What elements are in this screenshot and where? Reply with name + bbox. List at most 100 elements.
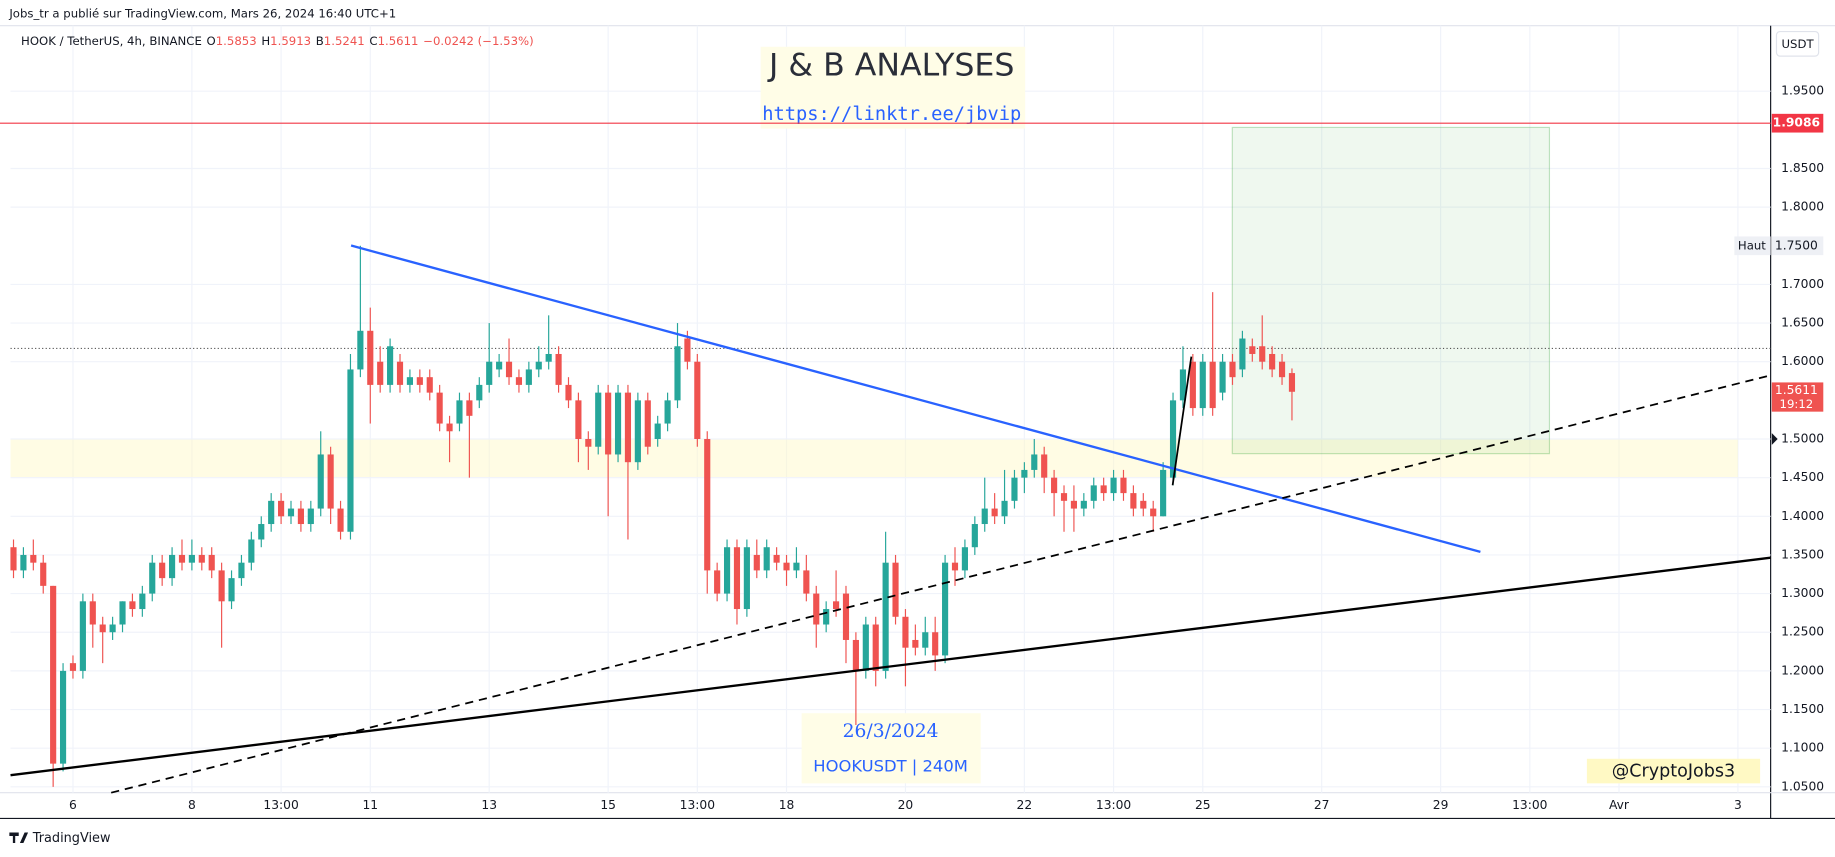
candle-body <box>387 346 394 385</box>
ascending-trendline <box>10 556 1771 777</box>
x-tick-label: 27 <box>1314 798 1330 812</box>
candle-body <box>436 392 443 424</box>
candle-body <box>1209 361 1216 409</box>
y-tick-label: 1.1500 <box>1781 702 1824 716</box>
candle-body <box>1179 369 1187 401</box>
candle-body <box>991 508 998 517</box>
publisher-line: Jobs_tr a publié sur TradingView.com, Ma… <box>8 7 396 21</box>
legend-value: 1.5853 <box>216 33 257 47</box>
candle-body <box>1169 400 1177 478</box>
candle-body <box>833 601 840 610</box>
unit-button[interactable] <box>1775 30 1820 57</box>
candle-body <box>1100 485 1107 494</box>
price-tag-label: 1.9086 <box>1773 116 1820 130</box>
x-tick-label: 13:00 <box>1096 798 1131 812</box>
candle-body <box>862 624 869 671</box>
candle-body <box>347 369 354 532</box>
grid <box>10 25 1771 793</box>
watermark-ticker: HOOKUSDT | 240M <box>813 756 968 775</box>
x-tick-label: 6 <box>69 798 77 812</box>
candle-body <box>59 670 67 764</box>
candle-body <box>456 400 463 424</box>
candle-body <box>595 392 602 447</box>
candle-body <box>1070 500 1077 509</box>
high-label: Haut <box>1738 238 1766 252</box>
candle-body <box>1150 508 1157 517</box>
candle-body <box>634 400 641 463</box>
candle-body <box>1288 373 1296 392</box>
legend-key: B <box>316 33 324 47</box>
candle-body <box>1269 353 1276 370</box>
candle-body <box>297 508 304 525</box>
axes: 1.0500 1.1000 1.1500 1.2000 1.2500 1.3000 1.35… <box>69 84 1824 812</box>
candle-body <box>961 547 968 571</box>
candle-body <box>981 508 988 525</box>
y-tick-label: 1.7000 <box>1781 277 1824 291</box>
candle-body <box>793 562 800 571</box>
candle-body <box>664 400 671 424</box>
candle-body <box>942 562 949 656</box>
candle-body <box>624 392 632 463</box>
candle-body <box>1060 493 1068 501</box>
x-tick-label: Avr <box>1609 798 1630 812</box>
candle-body <box>684 338 691 362</box>
candle-body <box>89 601 96 625</box>
candle-body <box>30 554 37 563</box>
legend-key: O <box>207 33 216 47</box>
candle-body <box>922 632 929 648</box>
dashed-trendline <box>110 374 1771 794</box>
candle-body <box>159 562 166 579</box>
candle-body <box>268 500 275 525</box>
y-tick-label: 1.1000 <box>1781 741 1824 755</box>
candle-body <box>169 554 176 579</box>
candle-body <box>1229 361 1236 378</box>
candle-body <box>823 609 830 625</box>
candle-body <box>654 423 661 440</box>
brand: TradingView <box>32 831 111 846</box>
candle-body <box>139 593 146 610</box>
price-tag <box>1771 113 1824 133</box>
candle-body <box>882 562 889 671</box>
handle-bg <box>1586 758 1761 784</box>
candle-body <box>446 423 453 432</box>
y-tick-label: 1.2500 <box>1781 625 1824 639</box>
candle-body <box>704 439 711 571</box>
candle-body <box>466 400 473 416</box>
unit-label[interactable]: USDT <box>1781 37 1814 51</box>
watermark-handle: @CryptoJobs3 <box>1612 762 1735 782</box>
candle-body <box>1041 454 1048 478</box>
title-watermark-bg <box>760 46 1026 129</box>
candle-body <box>69 663 77 671</box>
candle-body <box>773 554 780 563</box>
candle-body <box>1120 477 1127 494</box>
candle-body <box>287 508 295 517</box>
candle-body <box>198 554 205 563</box>
candle-body <box>218 570 225 602</box>
candle-body <box>496 361 503 370</box>
candle-body <box>188 554 195 563</box>
candle-body <box>1051 477 1058 494</box>
candle-body <box>1080 500 1087 509</box>
legend-symbol: HOOK / TetherUS, 4h, BINANCE <box>21 33 202 47</box>
candle-body <box>426 377 433 393</box>
x-tick-label: 8 <box>188 798 196 812</box>
x-tick-label: 13:00 <box>1512 798 1547 812</box>
candle-body <box>803 570 810 594</box>
x-tick-label: 22 <box>1017 798 1033 812</box>
candle-body <box>694 361 701 440</box>
candle-body <box>1160 469 1167 517</box>
candle-body <box>723 547 731 594</box>
watermark-link[interactable]: https://linktr.ee/jbvip <box>762 104 1021 125</box>
y-tick-label: 1.3500 <box>1781 547 1824 561</box>
candle-body <box>1130 493 1137 509</box>
watermark-title: J & B ANALYSES <box>767 48 1014 84</box>
candle-body <box>129 601 136 610</box>
candle-body <box>1259 346 1266 362</box>
candle-body <box>317 454 324 509</box>
breakout-stroke <box>1171 356 1193 486</box>
legend-value: 1.5611 <box>378 33 419 47</box>
candle-body <box>743 547 750 610</box>
candle-body <box>228 578 235 602</box>
candle-body <box>614 392 622 455</box>
